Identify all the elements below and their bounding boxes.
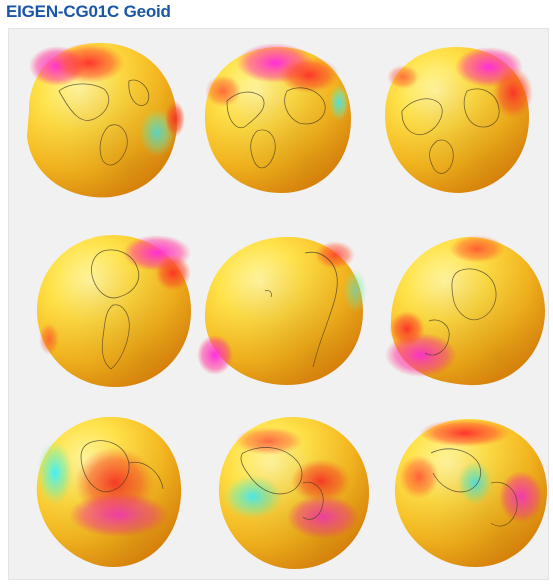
globe-3 xyxy=(385,47,533,193)
globe-9 xyxy=(394,419,547,567)
globe-4 xyxy=(36,235,191,387)
globe-7 xyxy=(36,416,182,567)
geoid-globes-svg xyxy=(27,42,547,569)
globe-1 xyxy=(27,42,185,198)
globe-6 xyxy=(385,235,545,386)
globe-grid-panel xyxy=(8,28,549,580)
globe-5 xyxy=(197,236,367,385)
globe-2 xyxy=(204,43,351,193)
globe-8 xyxy=(218,417,369,569)
figure-title: EIGEN-CG01C Geoid xyxy=(6,2,171,21)
